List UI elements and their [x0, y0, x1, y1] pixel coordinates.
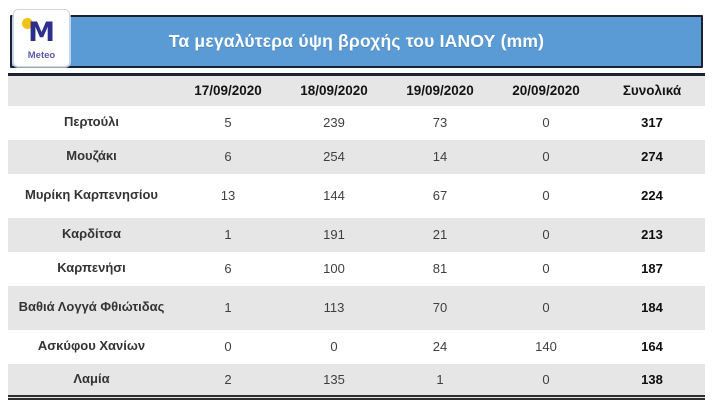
column-header-date-1: 17/09/2020 [194, 83, 262, 99]
value-cell: 73 [432, 115, 448, 130]
table-row: Καρδίτσα 1 191 21 0 213 [8, 217, 705, 252]
page-title: Τα μεγαλύτερα ύψη βροχής του ΙΑΝΟΥ (mm) [168, 31, 545, 51]
value-cell: 13 [220, 188, 236, 203]
value-cell: 6 [224, 261, 232, 276]
value-cell: 1 [224, 300, 232, 315]
table-row: Ασκύφου Χανίων 0 0 24 140 164 [8, 329, 705, 364]
value-cell: 0 [542, 300, 550, 315]
value-cell: 0 [542, 188, 550, 203]
table-row: Μουζάκι 6 254 14 0 274 [8, 139, 705, 174]
value-cell: 0 [542, 261, 550, 276]
table-row: Λαμία 2 135 1 0 138 [8, 363, 705, 398]
value-cell: 21 [432, 227, 448, 242]
value-cell: 1 [224, 227, 232, 242]
value-cell: 0 [330, 339, 338, 354]
value-cell: 67 [432, 188, 448, 203]
total-cell: 187 [641, 261, 663, 276]
column-header-date-4: 20/09/2020 [512, 83, 580, 99]
value-cell: 81 [432, 261, 448, 276]
value-cell: 0 [542, 227, 550, 242]
value-cell: 239 [323, 115, 345, 130]
total-cell: 213 [641, 227, 663, 242]
value-cell: 2 [224, 371, 232, 387]
column-header-date-3: 19/09/2020 [406, 83, 474, 99]
title-bar: Τα μεγαλύτερα ύψη βροχής του ΙΑΝΟΥ (mm) [10, 15, 703, 68]
station-name-cell: Μυρίκη Καρπενησίου [25, 187, 158, 203]
value-cell: 191 [323, 227, 345, 242]
sun-dot-icon [22, 18, 33, 29]
table-header-row: 17/09/2020 18/09/2020 19/09/2020 20/09/2… [8, 74, 705, 106]
value-cell: 100 [323, 261, 345, 276]
station-column-header [8, 75, 175, 106]
value-cell: 144 [323, 188, 345, 203]
value-cell: 0 [542, 371, 550, 387]
station-name-cell: Βαθιά Λογγά Φθιώτιδας [18, 299, 165, 315]
value-cell: 0 [542, 115, 550, 130]
value-cell: 1 [436, 371, 444, 387]
station-name-cell: Ασκύφου Χανίων [37, 338, 146, 354]
table-row: Καρπενήσι 6 100 81 0 187 [8, 251, 705, 286]
value-cell: 5 [224, 115, 232, 130]
table-row: Περτούλι 5 239 73 0 317 [8, 105, 705, 140]
value-cell: 24 [432, 339, 448, 354]
station-name-cell: Καρδίτσα [62, 226, 121, 242]
value-cell: 140 [535, 339, 557, 354]
value-cell: 0 [224, 339, 232, 354]
logo-wordmark: Meteo [27, 50, 56, 61]
value-cell: 0 [542, 149, 550, 164]
total-cell: 184 [641, 300, 663, 315]
rainfall-table: 17/09/2020 18/09/2020 19/09/2020 20/09/2… [8, 73, 705, 400]
value-cell: 70 [432, 300, 448, 315]
total-cell: 224 [641, 188, 663, 203]
column-header-total: Συνολικά [622, 83, 682, 99]
station-name-cell: Περτούλι [63, 114, 120, 130]
total-cell: 164 [641, 339, 663, 354]
station-name-cell: Καρπενήσι [57, 260, 126, 276]
station-name-cell: Μουζάκι [66, 148, 117, 164]
meteo-logo: M Meteo [13, 9, 70, 67]
table-row: Μυρίκη Καρπενησίου 13 144 67 0 224 [8, 173, 705, 218]
value-cell: 6 [224, 149, 232, 164]
logo-m-icon: M [28, 17, 55, 48]
total-cell: 138 [641, 371, 663, 387]
value-cell: 135 [323, 371, 345, 387]
value-cell: 113 [323, 300, 345, 315]
total-cell: 274 [641, 149, 663, 164]
total-cell: 317 [641, 115, 663, 130]
value-cell: 14 [432, 149, 448, 164]
value-cell: 254 [323, 149, 345, 164]
column-header-date-2: 18/09/2020 [300, 83, 368, 99]
station-name-cell: Λαμία [73, 371, 110, 387]
table-row: Βαθιά Λογγά Φθιώτιδας 1 113 70 0 184 [8, 285, 705, 330]
